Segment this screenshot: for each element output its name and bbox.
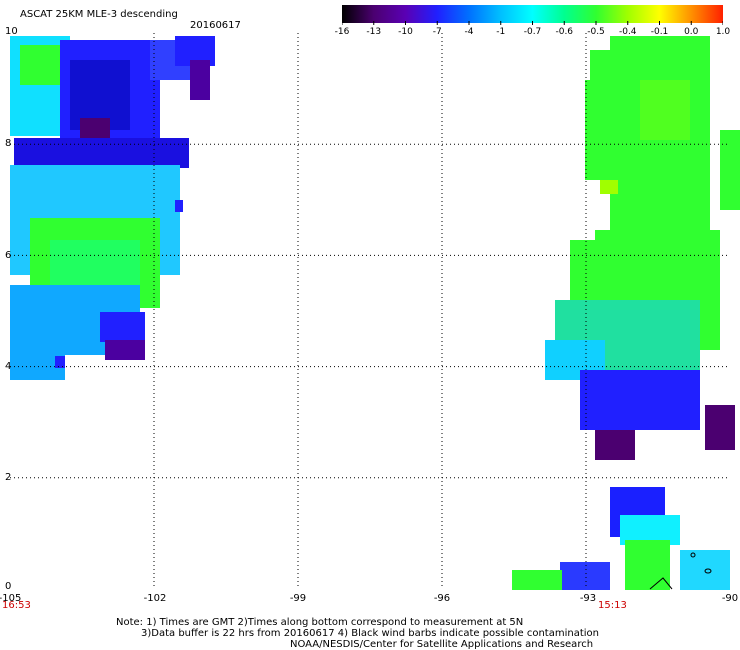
y-tick-2: 2 [5, 472, 12, 483]
y-tick-10: 10 [5, 26, 18, 37]
note-line-2: 3)Data buffer is 22 hrs from 20160617 4)… [141, 628, 599, 639]
colorbar [342, 5, 723, 25]
x-tick-99: -99 [289, 593, 307, 604]
wind-cell [720, 130, 740, 210]
colorbar-tick-label: -0.7 [523, 27, 542, 37]
colorbar-tick-label: -1 [496, 27, 506, 37]
island-outline [704, 568, 712, 574]
colorbar-tick-label: -7 [432, 27, 442, 37]
wind-cell [175, 200, 183, 212]
wind-cell [105, 340, 145, 360]
y-tick-8: 8 [5, 138, 12, 149]
wind-cell [512, 570, 562, 590]
wind-cell [585, 80, 615, 180]
x-tick-96: -96 [433, 593, 451, 604]
time-label-left: 16:53 [2, 600, 31, 611]
colorbar-gradient [342, 5, 723, 23]
colorbar-tick-label: -0.5 [587, 27, 605, 37]
wind-cell [590, 50, 630, 80]
note-line-1: Note: 1) Times are GMT 2)Times along bot… [116, 617, 524, 628]
colorbar-tick-label: 1.0 [715, 27, 731, 37]
wind-cell [705, 405, 735, 450]
y-tick-0: 0 [5, 581, 12, 592]
x-tick-90: -90 [721, 593, 739, 604]
colorbar-tick-label: -0.4 [618, 27, 637, 37]
wind-cell [570, 240, 610, 300]
colorbar-tick-label: -10 [398, 27, 413, 37]
wind-cell [580, 370, 700, 430]
x-tick-93: -93 [579, 593, 597, 604]
wind-cell [190, 60, 210, 100]
colorbar-tick-label: -0.6 [555, 27, 574, 37]
note-line-3: NOAA/NESDIS/Center for Satellite Applica… [290, 639, 594, 650]
colorbar-tick-label: -4 [464, 27, 474, 37]
wind-cell [100, 312, 145, 342]
colorbar-tick-label: -13 [366, 27, 382, 37]
wind-cell [640, 80, 690, 140]
wind-cell [20, 45, 60, 85]
colorbar-tick-label: -16 [334, 27, 350, 37]
time-label-right: 15:13 [598, 600, 627, 611]
y-tick-6: 6 [5, 250, 12, 261]
wind-cell [55, 356, 65, 368]
figure-title: ASCAT 25KM MLE-3 descending [20, 9, 178, 20]
figure-date: 20160617 [190, 20, 241, 31]
wind-cell [595, 430, 635, 460]
x-tick-105: -105 [0, 593, 22, 604]
colorbar-tick-label: -0.1 [650, 27, 669, 37]
wind-cell [685, 140, 705, 180]
wind-cell [600, 180, 618, 194]
wind-cell [625, 540, 670, 590]
x-tick-102: -102 [143, 593, 167, 604]
wind-cell [560, 562, 610, 590]
island-outline [690, 552, 696, 558]
island-outline [649, 577, 673, 590]
y-tick-4: 4 [5, 361, 12, 372]
colorbar-tick-label: 0.0 [684, 27, 699, 37]
wind-cell [14, 138, 189, 168]
